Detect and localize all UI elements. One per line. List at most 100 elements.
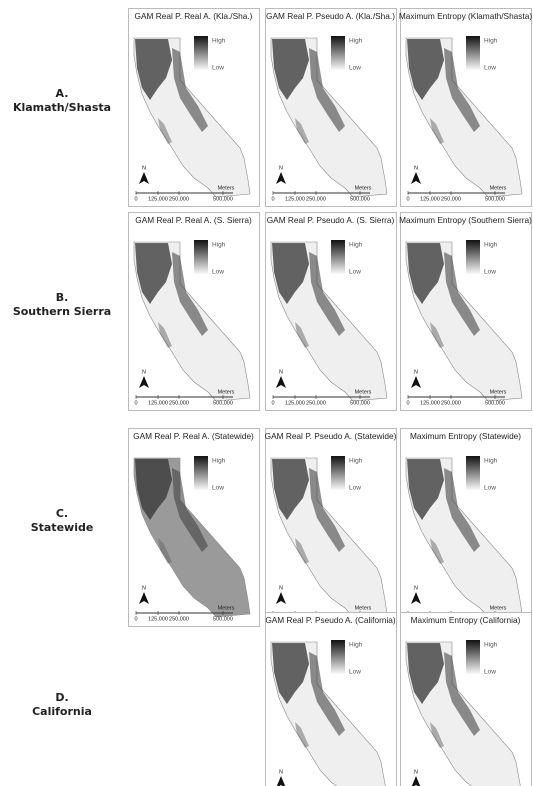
habitat-north (135, 459, 172, 520)
map-panel: Maximum Entropy (Klamath/Shasta) High Low N… (399, 8, 532, 207)
scale-label: 0 (134, 400, 137, 406)
map-panel: Maximum Entropy (Statewide)HighLowN0125,… (400, 428, 532, 627)
scale-unit: Meters (355, 605, 372, 611)
scale-label: 0 (406, 400, 409, 406)
legend-low: Low (212, 485, 224, 492)
habitat-coast (430, 322, 444, 348)
scale-unit: Meters (490, 389, 507, 395)
scale-label: 500,000 (350, 196, 370, 202)
north-label: N (279, 769, 283, 775)
legend-high: High (349, 242, 363, 249)
scale-label: 125,000 (420, 196, 440, 202)
scale-label: 500,000 (213, 400, 233, 406)
panel-title: GAM Real P. Real A. (Statewide) (133, 431, 254, 441)
habitat-coast (430, 538, 444, 564)
panel-title: GAM Real P. Real A. (Kla./Sha.) (135, 11, 253, 21)
scale-label: 500,000 (350, 400, 370, 406)
panel-title: Maximum Entropy (Klamath/Shasta) (399, 11, 532, 21)
north-arrow (276, 776, 286, 786)
map-panel: GAM Real P. Real A. (Kla./Sha.) High Low N 0… (128, 8, 260, 207)
legend-low: Low (212, 269, 224, 276)
habitat-north (407, 643, 444, 704)
row-name: Statewide (31, 521, 94, 534)
habitat-north (407, 459, 444, 520)
legend-ramp (466, 456, 480, 490)
scale-unit: Meters (218, 605, 235, 611)
north-label: N (414, 585, 418, 591)
scale-label: 125,000 (285, 196, 305, 202)
legend-low: Low (349, 485, 361, 492)
habitat-sierra (309, 48, 345, 132)
map-panel: GAM Real P. Pseudo A. (Kla./Sha.) High Low… (265, 8, 397, 207)
habitat-sierra (444, 48, 480, 132)
scale-label: 250,000 (441, 400, 461, 406)
north-label: N (414, 769, 418, 775)
north-label: N (414, 165, 418, 171)
scale-label: 500,000 (213, 616, 233, 622)
panel-title: GAM Real P. Pseudo A. (S. Sierra) (267, 215, 395, 225)
habitat-coast (295, 722, 309, 748)
scale-label: 125,000 (148, 400, 168, 406)
legend-high: High (484, 642, 498, 649)
habitat-north (407, 243, 444, 304)
habitat-sierra (309, 252, 345, 336)
north-arrow (276, 592, 286, 604)
legend-high: High (349, 458, 363, 465)
legend-ramp (331, 36, 345, 70)
scale-label: 0 (271, 400, 274, 406)
panel-title: GAM Real P. Pseudo A. (California) (265, 615, 396, 625)
row-name: Klamath/Shasta (13, 101, 111, 114)
north-label: N (142, 165, 146, 171)
legend-high: High (212, 38, 226, 45)
north-arrow (139, 376, 149, 388)
legend-high: High (484, 458, 498, 465)
scale-label: 125,000 (148, 196, 168, 202)
habitat-coast (295, 538, 309, 564)
habitat-sierra (444, 652, 480, 736)
scale-unit: Meters (490, 605, 507, 611)
row-name: California (32, 705, 92, 718)
scale-label: 500,000 (213, 196, 233, 202)
map-panel: GAM Real P. Pseudo A. (S. Sierra) High Low… (265, 212, 397, 411)
habitat-coast (158, 538, 172, 564)
panel-title: Maximum Entropy (Southern Sierra) (399, 215, 532, 225)
habitat-north (272, 243, 309, 304)
north-arrow (139, 592, 149, 604)
habitat-sierra (309, 468, 345, 552)
scale-label: 500,000 (485, 196, 505, 202)
habitat-coast (158, 118, 172, 144)
north-arrow (276, 376, 286, 388)
scale-unit: Meters (218, 389, 235, 395)
north-label: N (279, 369, 283, 375)
habitat-coast (295, 118, 309, 144)
north-arrow (276, 172, 286, 184)
legend-low: Low (349, 65, 361, 72)
habitat-sierra (444, 252, 480, 336)
panel-title: GAM Real P. Pseudo A. (Kla./Sha.) (266, 11, 395, 21)
row-letter: D. (55, 691, 68, 704)
scale-label: 250,000 (169, 616, 189, 622)
scale-unit: Meters (355, 185, 372, 191)
row-letter: C. (56, 507, 68, 520)
scale-label: 0 (134, 196, 137, 202)
scale-label: 250,000 (306, 400, 326, 406)
scale-label: 250,000 (169, 400, 189, 406)
legend-low: Low (484, 669, 496, 676)
legend-low: Low (212, 65, 224, 72)
north-label: N (142, 585, 146, 591)
habitat-sierra (309, 652, 345, 736)
scale-label: 0 (134, 616, 137, 622)
map-panel: GAM Real P. Pseudo A. (Statewide) High Low… (265, 428, 397, 627)
habitat-sierra (444, 468, 480, 552)
legend-ramp (331, 640, 345, 674)
map-panel: Maximum Entropy (Southern Sierra) High Low… (399, 212, 532, 411)
scale-unit: Meters (490, 185, 507, 191)
legend-ramp (466, 240, 480, 274)
legend-high: High (484, 242, 498, 249)
legend-ramp (194, 456, 208, 490)
legend-ramp (466, 640, 480, 674)
habitat-north (272, 459, 309, 520)
scale-label: 0 (271, 196, 274, 202)
row-name: Southern Sierra (13, 305, 111, 318)
north-arrow (411, 592, 421, 604)
